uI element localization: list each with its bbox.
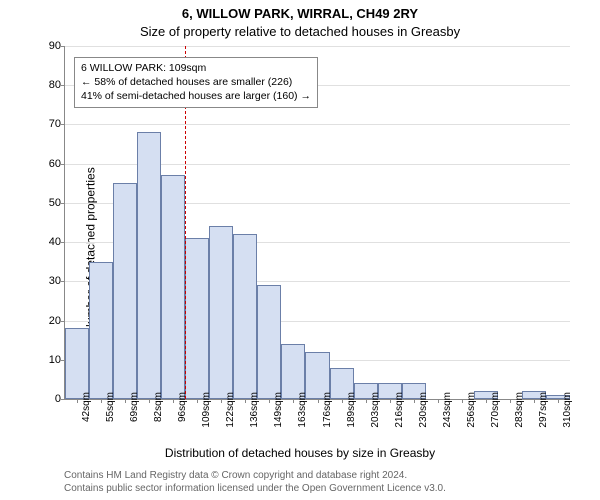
x-tick-mark (318, 399, 319, 403)
x-tick-mark (269, 399, 270, 403)
x-tick-label: 230sqm (418, 392, 429, 436)
y-tick-label: 50 (35, 197, 61, 209)
x-tick-mark (197, 399, 198, 403)
histogram-bar (281, 344, 305, 399)
y-tick-mark (61, 399, 65, 400)
annotation-box: 6 WILLOW PARK: 109sqm ← 58% of detached … (74, 57, 318, 108)
attribution: Contains HM Land Registry data © Crown c… (64, 469, 446, 495)
y-tick-mark (61, 46, 65, 47)
x-tick-mark (221, 399, 222, 403)
chart-container: 6, WILLOW PARK, WIRRAL, CH49 2RY Size of… (0, 0, 600, 500)
x-tick-mark (486, 399, 487, 403)
y-tick-mark (61, 203, 65, 204)
x-axis-label: Distribution of detached houses by size … (0, 446, 600, 460)
histogram-bar (257, 285, 281, 399)
y-tick-label: 70 (35, 118, 61, 130)
x-tick-mark (390, 399, 391, 403)
x-tick-label: 243sqm (442, 392, 453, 436)
x-tick-mark (173, 399, 174, 403)
x-tick-mark (125, 399, 126, 403)
x-tick-mark (149, 399, 150, 403)
chart-title-line2: Size of property relative to detached ho… (0, 24, 600, 39)
chart-title-line1: 6, WILLOW PARK, WIRRAL, CH49 2RY (0, 6, 600, 21)
annotation-line2: ← 58% of detached houses are smaller (22… (81, 75, 311, 89)
y-tick-label: 0 (35, 393, 61, 405)
x-tick-mark (77, 399, 78, 403)
x-tick-mark (293, 399, 294, 403)
attribution-line1: Contains HM Land Registry data © Crown c… (64, 469, 446, 482)
annotation-line3: 41% of semi-detached houses are larger (… (81, 89, 311, 103)
histogram-bar (65, 328, 89, 399)
x-tick-mark (245, 399, 246, 403)
x-tick-mark (534, 399, 535, 403)
histogram-bar (137, 132, 161, 399)
histogram-bar (161, 175, 185, 399)
y-tick-mark (61, 321, 65, 322)
gridline (65, 46, 570, 47)
y-tick-mark (61, 85, 65, 86)
x-tick-label: 310sqm (562, 392, 573, 436)
x-tick-mark (510, 399, 511, 403)
y-tick-label: 80 (35, 79, 61, 91)
y-tick-label: 40 (35, 236, 61, 248)
y-tick-mark (61, 281, 65, 282)
x-tick-mark (101, 399, 102, 403)
histogram-bar (113, 183, 137, 399)
y-tick-label: 20 (35, 315, 61, 327)
histogram-bar (233, 234, 257, 399)
x-tick-mark (462, 399, 463, 403)
y-tick-mark (61, 124, 65, 125)
x-tick-mark (558, 399, 559, 403)
y-tick-mark (61, 242, 65, 243)
y-tick-label: 10 (35, 354, 61, 366)
y-tick-mark (61, 164, 65, 165)
y-tick-label: 30 (35, 275, 61, 287)
x-tick-mark (342, 399, 343, 403)
annotation-line1: 6 WILLOW PARK: 109sqm (81, 61, 311, 75)
x-tick-mark (414, 399, 415, 403)
y-tick-label: 90 (35, 40, 61, 52)
x-tick-mark (366, 399, 367, 403)
attribution-line2: Contains public sector information licen… (64, 482, 446, 495)
histogram-bar (209, 226, 233, 399)
x-tick-mark (438, 399, 439, 403)
x-tick-label: 270sqm (490, 392, 501, 436)
histogram-bar (89, 262, 113, 399)
histogram-bar (185, 238, 209, 399)
y-tick-label: 60 (35, 158, 61, 170)
gridline (65, 124, 570, 125)
